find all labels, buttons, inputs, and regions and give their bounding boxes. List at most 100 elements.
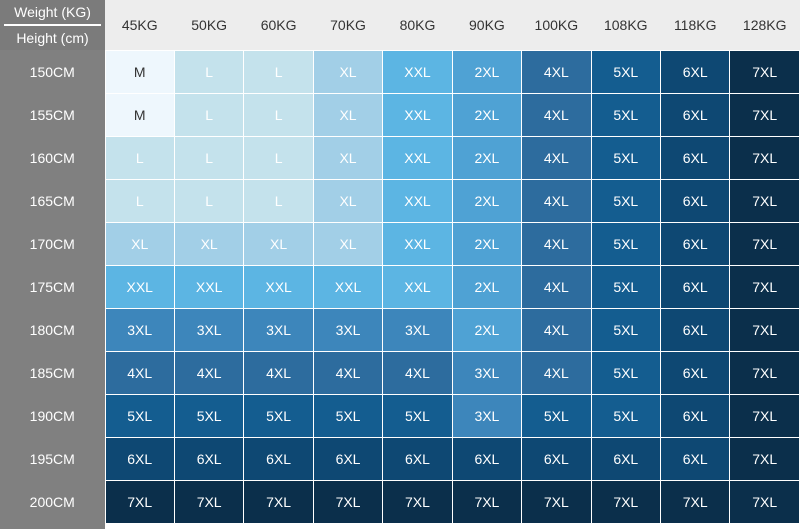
column-header: 50KG [174,0,244,50]
size-cell: XXL [104,264,175,309]
table-row: 200CM 7XL 7XL 7XL 7XL 7XL 7XL 7XL 7XL 7XL 7XL [0,479,800,524]
size-cell: 7XL [729,264,800,309]
size-cell: L [243,135,314,180]
size-cell: 2XL [451,178,523,223]
size-cell: 7XL [729,135,800,180]
size-cell: 3XL [173,307,245,352]
size-cell: 6XL [659,436,731,481]
size-cell: 7XL [729,307,800,352]
row-header: 175CM [0,265,105,308]
size-cell: 4XL [243,350,314,395]
size-cell: 7XL [729,479,800,524]
size-cell: 7XL [173,479,245,524]
column-header: 60KG [243,0,314,50]
size-cell: XL [104,221,175,266]
size-cell: XXL [382,264,453,309]
size-cell: 2XL [451,221,523,266]
column-header: 128KG [729,0,800,50]
size-cell: L [104,178,175,223]
table-row: 175CM XXL XXL XXL XXL XXL 2XL 4XL 5XL 6XL 7XL [0,264,800,309]
column-header: 108KG [591,0,661,50]
size-cell: 5XL [590,135,662,180]
size-cell: 6XL [659,393,731,438]
size-cell: 5XL [243,393,314,438]
size-cell: L [243,92,314,137]
size-cell: 7XL [729,393,800,438]
size-cell: XXL [312,264,384,309]
size-cell: 7XL [729,178,800,223]
size-cell: 3XL [451,350,523,395]
corner: Weight (KG) Height (cm) [0,0,105,50]
size-cell: 5XL [590,350,662,395]
size-cell: 5XL [590,264,662,309]
size-cell: 4XL [521,49,592,94]
size-cell: 5XL [590,393,662,438]
size-cell: XXL [382,92,453,137]
size-cell: XXL [243,264,314,309]
size-cell: 2XL [451,135,523,180]
size-cell: XL [312,92,384,137]
size-cell: 5XL [104,393,175,438]
size-cell: 7XL [521,479,592,524]
size-cell: 3XL [451,393,523,438]
size-cell: 4XL [382,350,453,395]
size-cell: 5XL [312,393,384,438]
size-cell: XXL [382,178,453,223]
size-cell: 3XL [312,307,384,352]
size-cell: 7XL [729,350,800,395]
size-cell: 7XL [104,479,175,524]
size-cell: 2XL [451,92,523,137]
size-cell: 4XL [104,350,175,395]
size-cell: 6XL [659,92,731,137]
row-header: 190CM [0,394,105,437]
table-row: 180CM 3XL 3XL 3XL 3XL 3XL 2XL 4XL 5XL 6XL 7XL [0,307,800,352]
size-cell: 7XL [382,479,453,524]
size-cell: 7XL [243,479,314,524]
table-row: 190CM 5XL 5XL 5XL 5XL 5XL 3XL 5XL 5XL 6XL 7XL [0,393,800,438]
size-cell: 2XL [451,264,523,309]
size-cell: 4XL [521,221,592,266]
size-cell: L [104,135,175,180]
column-header: 70KG [313,0,383,50]
row-header: 170CM [0,222,105,265]
size-cell: L [173,49,245,94]
column-header: 80KG [382,0,453,50]
row-header: 160CM [0,136,105,179]
table-row: 170CM XL XL XL XL XXL 2XL 4XL 5XL 6XL 7XL [0,221,800,266]
size-cell: 6XL [659,264,731,309]
size-cell: 4XL [521,178,592,223]
row-header: 150CM [0,50,105,93]
size-cell: 4XL [312,350,384,395]
size-cell: 7XL [729,92,800,137]
size-cell: 6XL [243,436,314,481]
size-cell: 7XL [590,479,662,524]
column-header: 45KG [105,0,175,50]
size-cell: 6XL [659,350,731,395]
size-cell: 5XL [590,178,662,223]
size-cell: M [104,92,175,137]
size-cell: 4XL [521,307,592,352]
size-cell: L [243,178,314,223]
size-cell: 6XL [104,436,175,481]
size-cell: 4XL [521,350,592,395]
row-header: 185CM [0,351,105,394]
size-cell: 7XL [312,479,384,524]
size-cell: 6XL [659,135,731,180]
column-header: 118KG [660,0,730,50]
size-cell: 5XL [590,49,662,94]
height-label: Height (cm) [16,30,89,46]
size-cell: 5XL [521,393,592,438]
size-cell: 6XL [659,49,731,94]
size-cell: 7XL [729,49,800,94]
size-cell: XL [312,178,384,223]
size-cell: L [243,49,314,94]
size-cell: 7XL [729,436,800,481]
size-cell: L [173,92,245,137]
size-cell: 3XL [243,307,314,352]
column-header: 90KG [452,0,522,50]
size-cell: M [104,49,175,94]
size-cell: 4XL [521,135,592,180]
size-cell: 6XL [173,436,245,481]
